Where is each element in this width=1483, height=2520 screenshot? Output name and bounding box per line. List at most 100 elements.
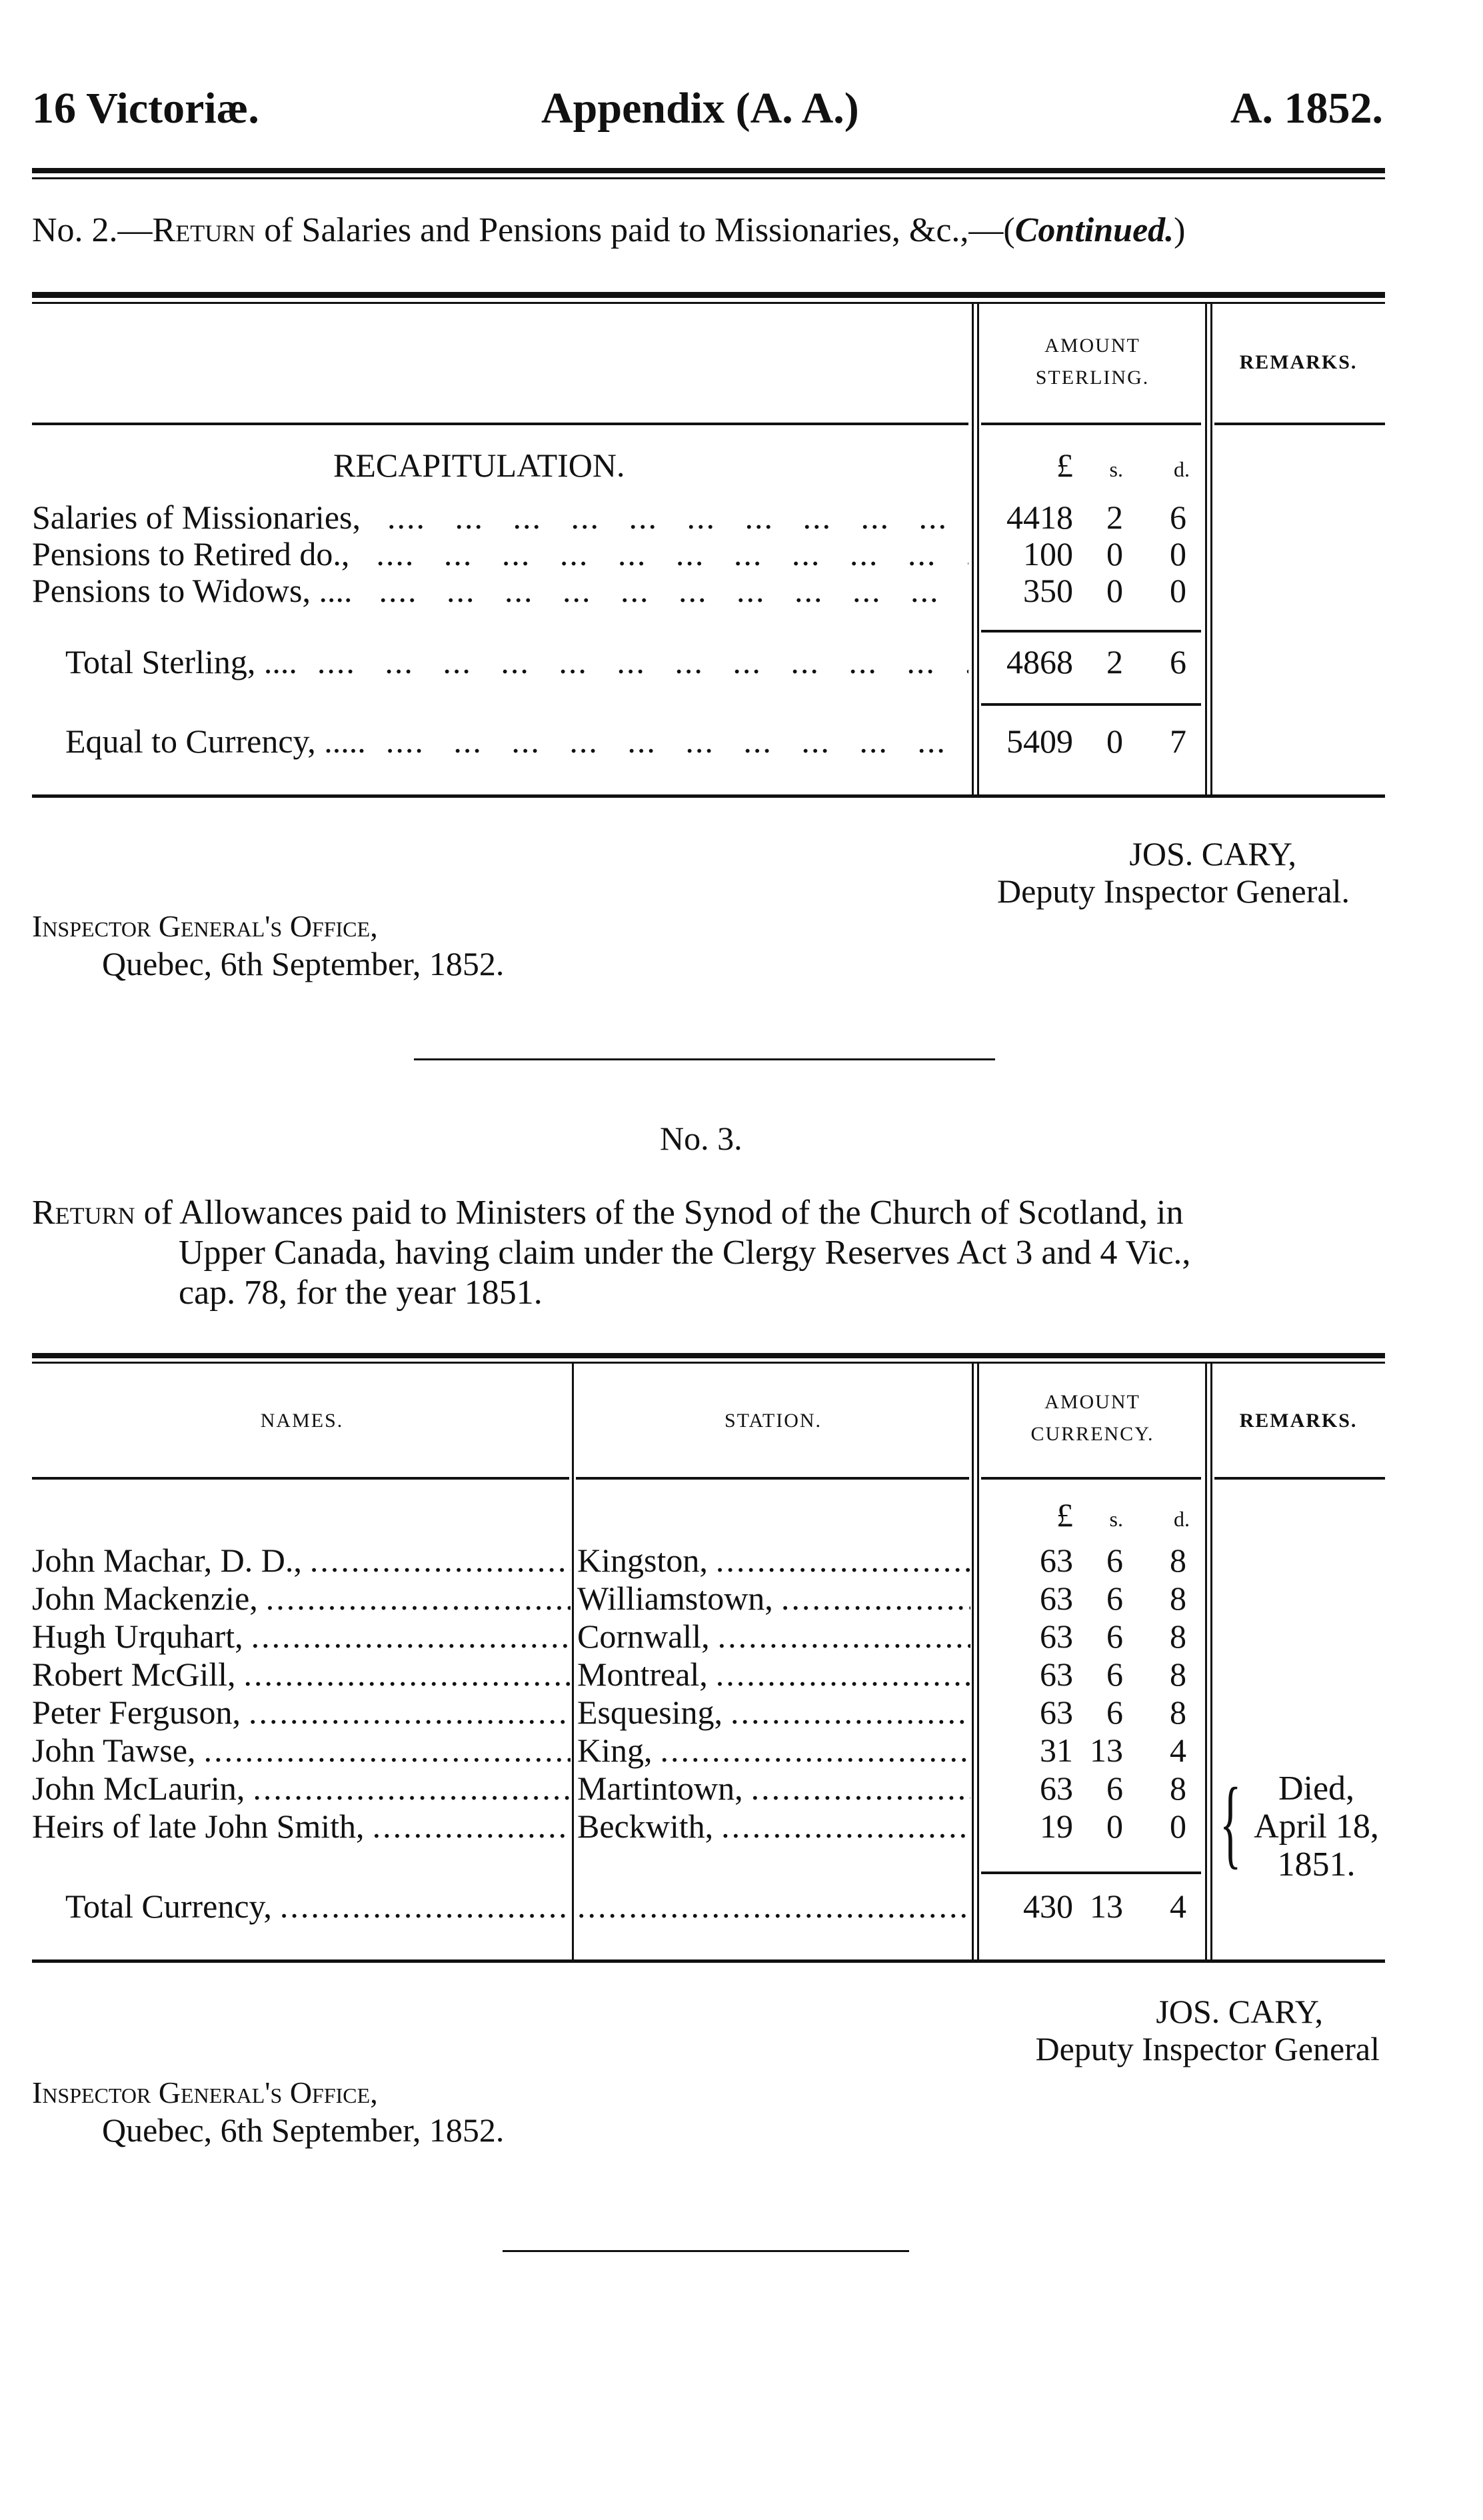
- office-line1: Inspector General's Office,: [32, 909, 378, 943]
- return2-title: No. 2.—Return of Salaries and Pensions p…: [32, 212, 1186, 249]
- table-row: John McLaurin,: [32, 1770, 571, 1807]
- amount-shillings: 13: [1090, 1888, 1123, 1925]
- title-line3: cap. 78, for the year 1851.: [179, 1274, 543, 1312]
- col-remarks-header: REMARKS.: [1239, 351, 1358, 373]
- amount-pence: 8: [1170, 1770, 1186, 1807]
- table-top-rule: [32, 292, 1385, 298]
- leader-dots: [253, 1770, 571, 1807]
- header-rule-thick: [32, 168, 1385, 173]
- table-row: Heirs of late John Smith,: [32, 1808, 571, 1845]
- total-rule: [981, 1872, 1201, 1874]
- table-row: Pensions to Retired do.,: [32, 535, 968, 573]
- header-bottom-rule: [981, 423, 1201, 425]
- row-name: John Tawse,: [32, 1732, 196, 1769]
- col-divider: [1210, 304, 1212, 794]
- amount-pounds: 100: [1023, 535, 1073, 573]
- row-name: Peter Ferguson,: [32, 1694, 241, 1731]
- header-rule-thin: [32, 177, 1385, 179]
- col-station-header: STATION.: [724, 1410, 822, 1432]
- leader-dots: [266, 1580, 571, 1617]
- amount-pence: 6: [1170, 643, 1186, 680]
- title-rest: of Salaries and Pensions paid to Mission…: [255, 211, 1015, 249]
- row-name: Heirs of late John Smith,: [32, 1808, 365, 1845]
- row-label: Pensions to Widows, ....: [32, 572, 353, 609]
- title-end: ): [1174, 211, 1186, 249]
- amount-pounds: 31: [1040, 1732, 1073, 1769]
- row-name: John Machar, D. D.,: [32, 1542, 302, 1579]
- amount-pounds: 63: [1040, 1656, 1073, 1693]
- header-bottom-rule: [32, 423, 968, 425]
- equal-currency-row: Equal to Currency, .....: [65, 722, 968, 760]
- amount-pence: 7: [1170, 722, 1186, 760]
- row-name: John McLaurin,: [32, 1770, 245, 1807]
- leader-dots: [716, 1542, 970, 1579]
- header-bottom-rule: [576, 1477, 969, 1480]
- table-row: Salaries of Missionaries,: [32, 499, 968, 536]
- col-divider: [972, 1364, 974, 1961]
- unit-pounds: £: [1056, 447, 1073, 484]
- leader-dots: [781, 1580, 970, 1617]
- unit-pence: d.: [1174, 457, 1190, 481]
- row-station-cell: Esquesing,: [577, 1694, 970, 1731]
- amount-pence: 8: [1170, 1580, 1186, 1617]
- amount-pounds: 350: [1023, 572, 1073, 609]
- leader-dots: [386, 722, 968, 760]
- table-top-rule-thin: [32, 302, 1385, 304]
- return2-signature: JOS. CARY, Deputy Inspector General.: [997, 835, 1350, 910]
- total-station-cell: [577, 1888, 970, 1925]
- row-name: Hugh Urquhart,: [32, 1618, 243, 1655]
- amount-shillings: 13: [1090, 1732, 1123, 1769]
- row-station-cell: Martintown,: [577, 1770, 970, 1807]
- amount-pounds: 4418: [1006, 499, 1073, 536]
- col-divider: [972, 304, 974, 794]
- amount-pence: 8: [1170, 1618, 1186, 1655]
- leader-dots: [280, 1888, 571, 1925]
- row-station: Kingston,: [577, 1542, 708, 1579]
- unit-shillings: s.: [1109, 1507, 1123, 1531]
- table-bottom-rule: [32, 794, 1385, 798]
- recapitulation-heading: RECAPITULATION.: [333, 447, 625, 484]
- amount-pence: 8: [1170, 1656, 1186, 1693]
- col-amount-line1: AMOUNT: [1044, 1391, 1140, 1413]
- leader-dots: [721, 1808, 970, 1845]
- leader-dots: [317, 643, 968, 680]
- row-station-cell: Cornwall,: [577, 1618, 970, 1655]
- row-station: Cornwall,: [577, 1618, 710, 1655]
- return3-signature: JOS. CARY, Deputy Inspector General: [1036, 1993, 1380, 2067]
- leader-dots: [249, 1694, 571, 1731]
- leader-dots: [379, 572, 968, 609]
- title-prefix: No. 2.—: [32, 211, 153, 249]
- amount-shillings: 0: [1106, 572, 1123, 609]
- unit-shillings: s.: [1109, 457, 1123, 481]
- table-row: Hugh Urquhart,: [32, 1618, 571, 1655]
- amount-pence: 4: [1170, 1888, 1186, 1925]
- amount-pounds: 63: [1040, 1694, 1073, 1731]
- title-continued: Continued.: [1014, 211, 1174, 249]
- col-divider: [977, 304, 979, 794]
- row-name: Robert McGill,: [32, 1656, 236, 1693]
- amount-shillings: 6: [1106, 1770, 1123, 1807]
- return3-title: Return of Allowances paid to Ministers o…: [32, 1193, 1190, 1313]
- table-row: Robert McGill,: [32, 1656, 571, 1693]
- amount-pounds: 63: [1040, 1770, 1073, 1807]
- leader-dots: [310, 1542, 571, 1579]
- col-amount-line1: AMOUNT: [1044, 335, 1140, 357]
- total-currency-row: Total Currency,: [65, 1888, 571, 1925]
- title-return: Return: [32, 1194, 135, 1232]
- leader-dots: [373, 1808, 571, 1845]
- table-bottom-rule: [32, 1959, 1385, 1963]
- office-line1: Inspector General's Office,: [32, 2075, 378, 2109]
- header-bottom-rule: [32, 1477, 569, 1480]
- amount-pounds: 19: [1040, 1808, 1073, 1845]
- col-divider: [1205, 304, 1207, 794]
- signature-name: JOS. CARY,: [1156, 1993, 1323, 2030]
- subtotal-rule: [981, 630, 1201, 632]
- return3-office: Inspector General's Office, Quebec, 6th …: [32, 2074, 504, 2149]
- amount-shillings: 6: [1106, 1580, 1123, 1617]
- remark-brace: {: [1220, 1768, 1242, 1878]
- leader-dots: [577, 1888, 970, 1925]
- row-station: Esquesing,: [577, 1694, 723, 1731]
- amount-pence: 4: [1170, 1732, 1186, 1769]
- signature-title: Deputy Inspector General.: [997, 872, 1350, 910]
- amount-shillings: 0: [1106, 722, 1123, 760]
